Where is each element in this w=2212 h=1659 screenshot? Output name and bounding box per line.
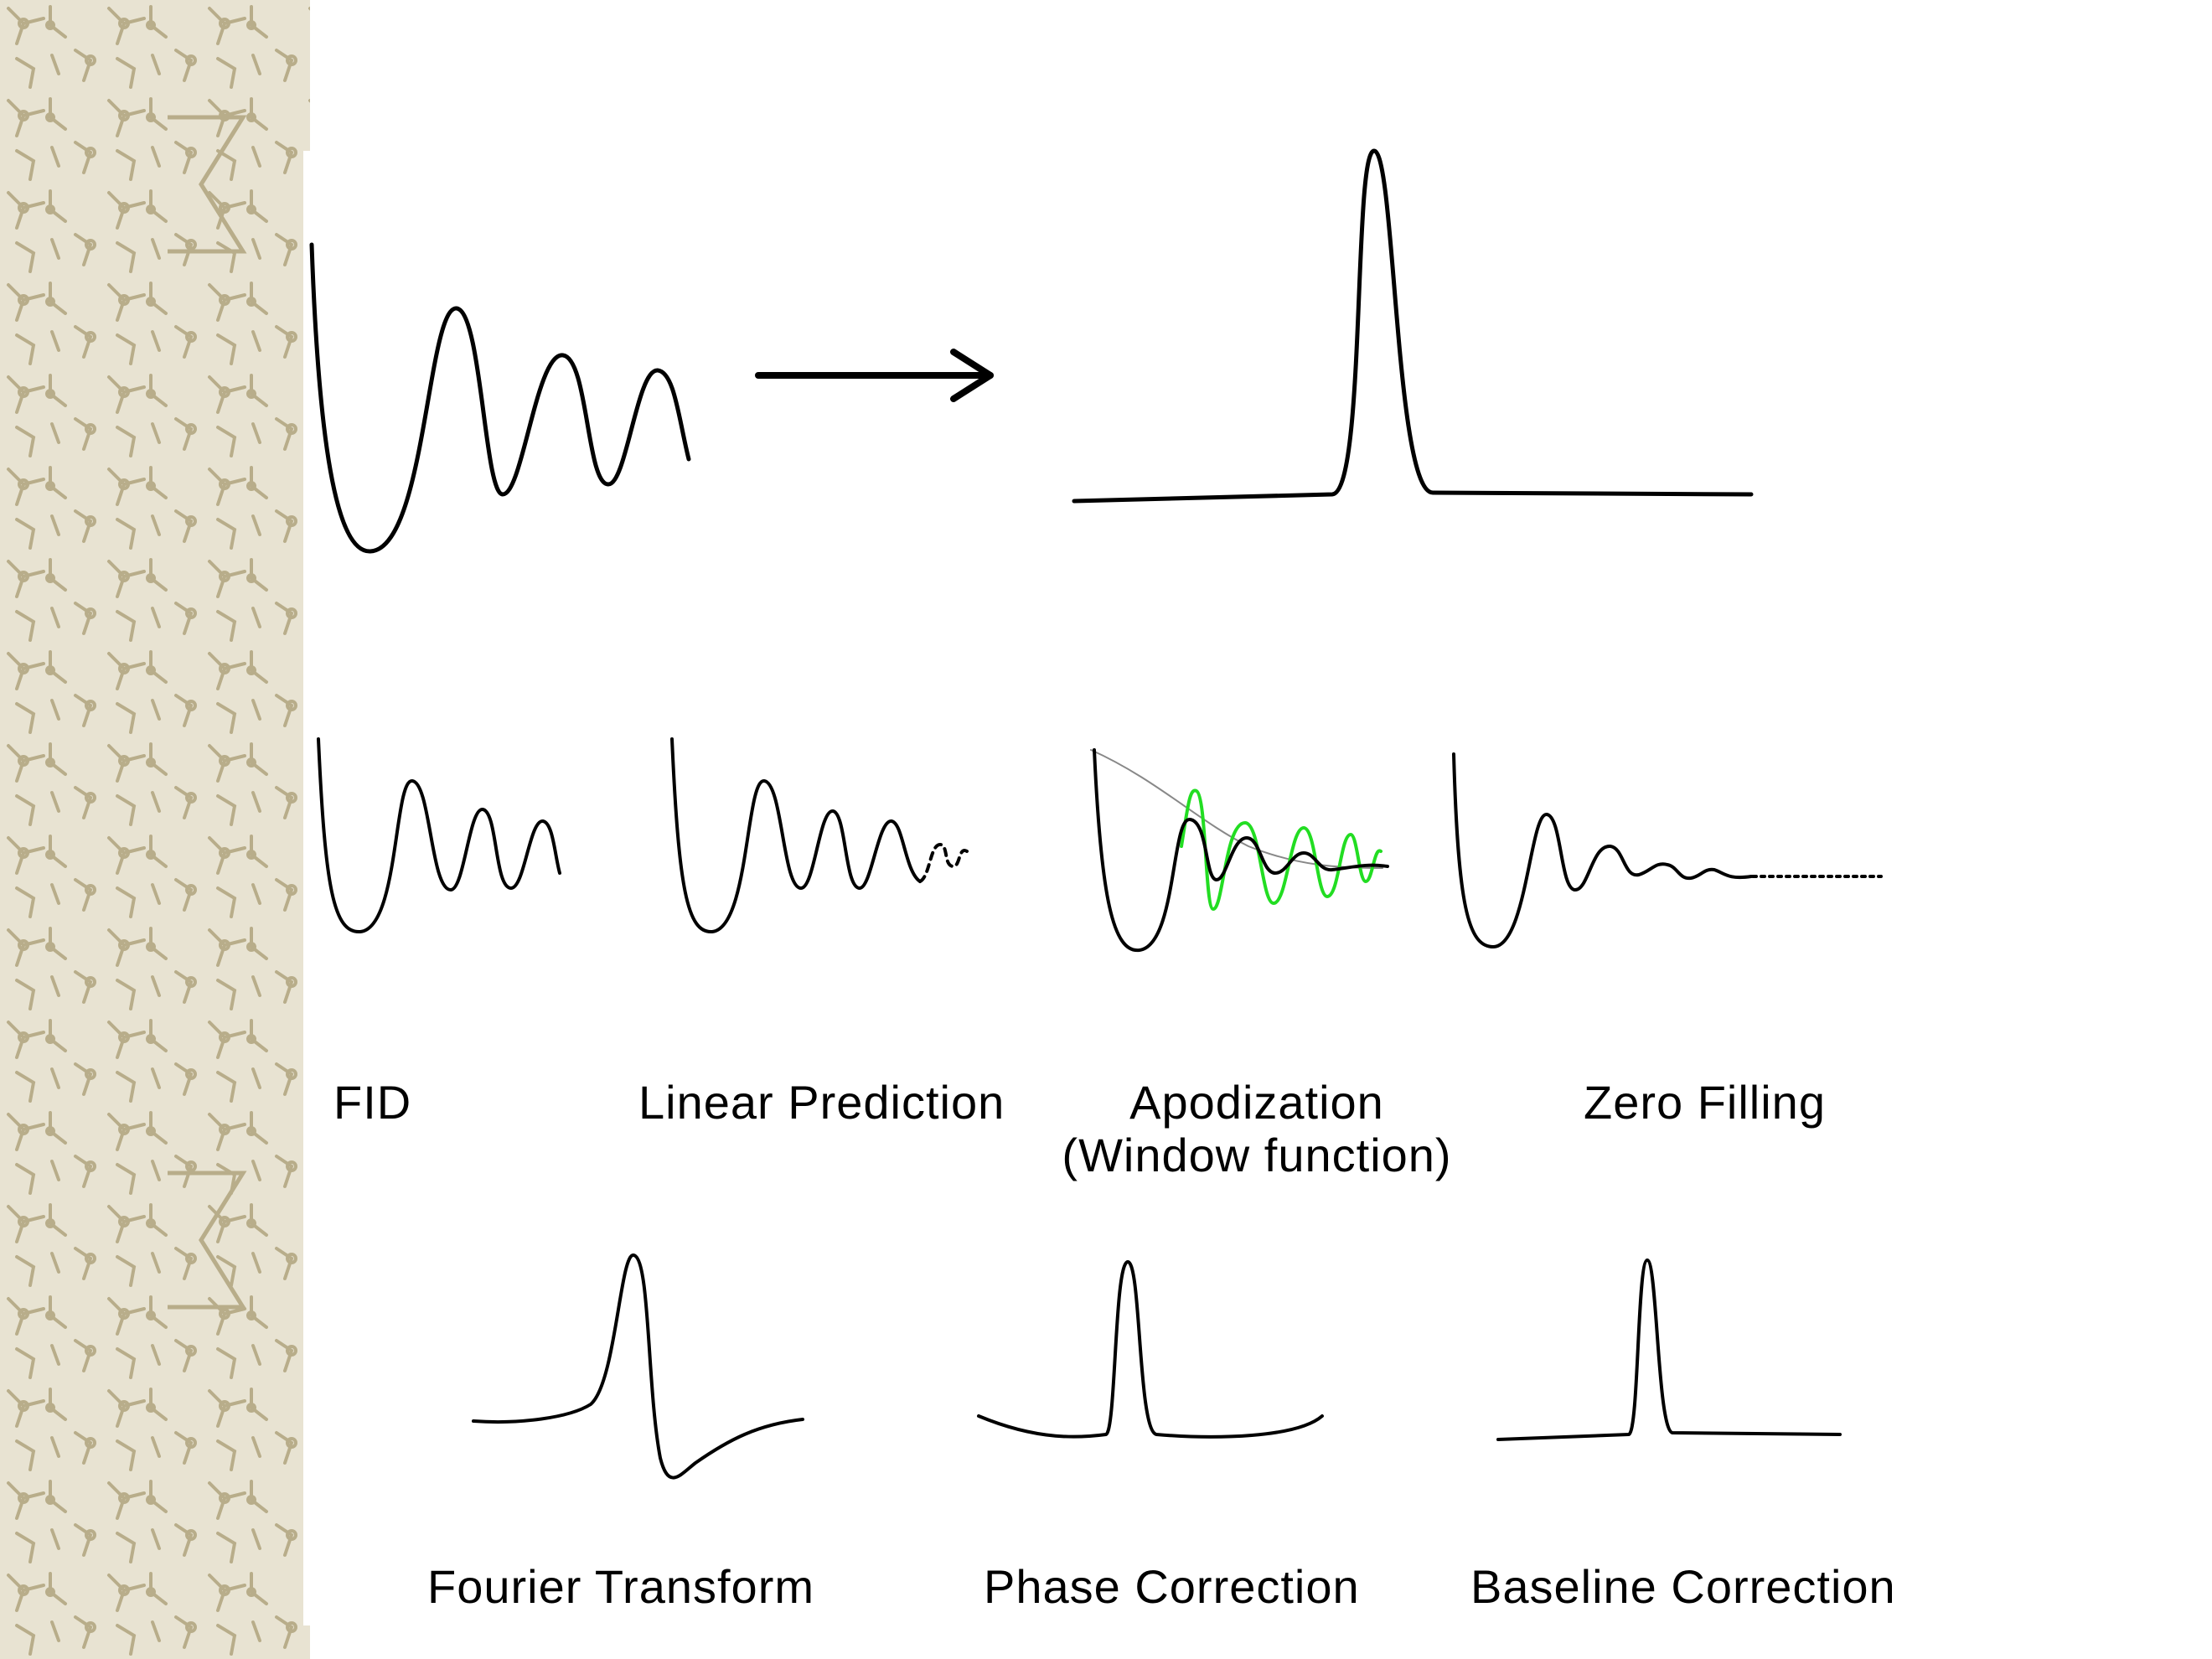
linear-prediction-curve [670,737,922,934]
bottom-process-row [472,1253,1842,1480]
label-phase-correction: Phase Correction [984,1560,1360,1613]
label-window-function: (Window function) [1062,1129,1452,1181]
linear-prediction-extension [918,843,969,883]
label-fid: FID [333,1076,412,1129]
fourier-transform-curve [472,1253,804,1480]
fid-curve [317,737,561,934]
label-fourier-transform: Fourier Transform [427,1560,814,1613]
zero-filling-curve [1452,752,1753,948]
baseline-correction-curve [1496,1258,1842,1441]
pattern-hexagon-accents [168,115,247,1310]
label-baseline-correction: Baseline Correction [1470,1560,1896,1613]
label-linear-prediction: Linear Prediction [638,1076,1005,1129]
top-process-row [309,148,1754,554]
pattern-strip-molecules [0,0,310,1659]
middle-process-row [317,737,1883,953]
phase-correction-curve [977,1260,1324,1439]
content-area-top [419,0,2212,151]
apodized-fid-curve [1093,748,1389,953]
top-fid-curve [309,242,691,554]
label-zero-filling: Zero Filling [1584,1076,1826,1129]
content-area-background [303,151,2212,1625]
right-arrow-icon [755,349,994,402]
top-spectrum-curve [1072,148,1754,504]
label-apodization: Apodization [1129,1076,1384,1129]
